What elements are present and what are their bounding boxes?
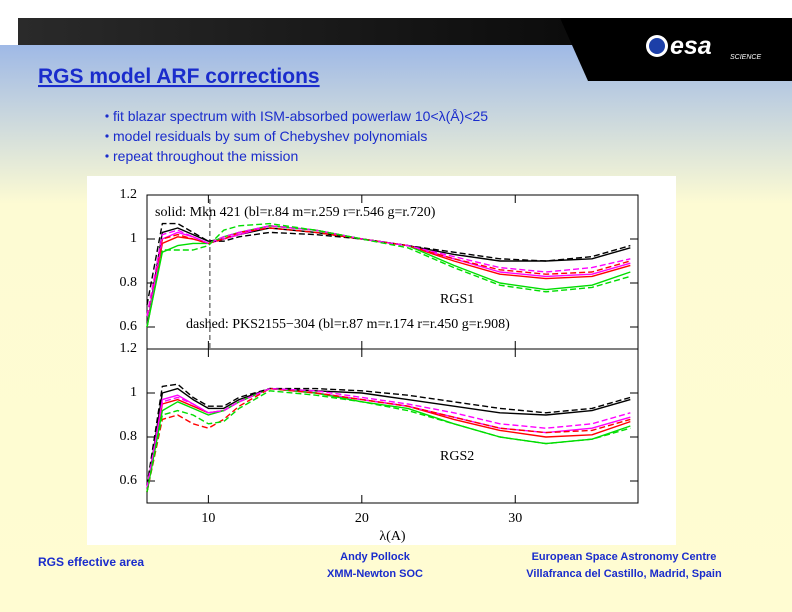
bullet-dot: [105, 114, 109, 118]
logo: esa: [670, 32, 712, 60]
annotation: RGS1: [440, 292, 474, 307]
footer-left: RGS effective area: [38, 555, 144, 569]
footer-right: European Space Astronomy Centre: [532, 551, 717, 563]
y-tick-label: 0.6: [120, 319, 138, 334]
x-axis-label: λ(A): [379, 529, 406, 544]
title: RGS model ARF corrections: [38, 65, 320, 88]
bullet-text: repeat throughout the mission: [113, 148, 298, 164]
bullet-dot: [105, 154, 109, 158]
series-line: [146, 383, 631, 486]
series-line: [146, 390, 631, 493]
logo-block: [560, 18, 792, 81]
bullet-dot: [105, 134, 109, 138]
y-tick-label: 1: [130, 385, 137, 400]
series-line: [146, 227, 631, 328]
plot-frame: [146, 348, 639, 504]
series-line: [146, 227, 631, 317]
x-tick-label: 20: [355, 511, 369, 526]
bullet-text: model residuals by sum of Chebyshev poly…: [113, 128, 427, 144]
chart-panel: [87, 176, 676, 545]
series-line: [146, 225, 631, 317]
series-line: [146, 387, 631, 488]
bullets: fit blazar spectrum with ISM-absorbed po…: [105, 108, 488, 164]
y-tick-label: 1.2: [120, 187, 138, 202]
y-tick-label: 1: [130, 231, 137, 246]
annotation: RGS2: [440, 449, 474, 464]
footer-center: XMM-Newton SOC: [327, 568, 423, 580]
logo-sub: SCIENCE: [730, 54, 761, 61]
x-tick-label: 30: [508, 511, 522, 526]
y-tick-label: 1.2: [120, 341, 138, 356]
footer-right: Villafranca del Castillo, Madrid, Spain: [526, 568, 722, 580]
annotation: dashed: PKS2155−304 (bl=r.87 m=r.174 r=r…: [186, 317, 510, 332]
series-line: [146, 222, 631, 328]
bullet-text: fit blazar spectrum with ISM-absorbed po…: [113, 108, 488, 124]
series-line: [146, 222, 631, 306]
x-tick-label: 10: [201, 511, 215, 526]
footer-center: Andy Pollock: [340, 551, 411, 563]
annotation: solid: Mkn 421 (bl=r.84 m=r.259 r=r.546 …: [155, 205, 436, 220]
logo-circle-inner: [649, 38, 665, 54]
y-tick-label: 0.8: [120, 429, 138, 444]
y-tick-label: 0.8: [120, 275, 138, 290]
y-tick-label: 0.6: [120, 473, 138, 488]
plot: 0.6 0.8 1 1.2 solid: Mkn 421 (bl=r.84 m=r.25…: [120, 187, 639, 544]
series-line: [146, 387, 631, 493]
